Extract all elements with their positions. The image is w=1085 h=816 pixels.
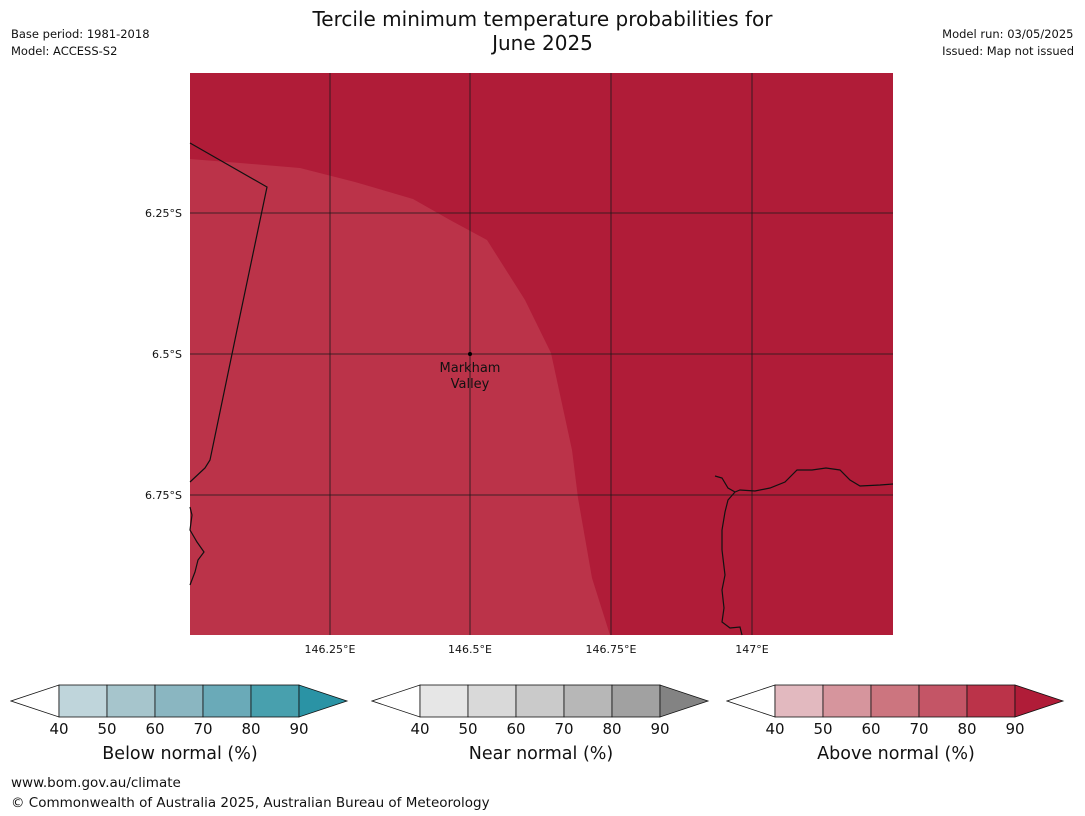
place-label-line-1: Markham — [440, 361, 501, 376]
colorbar-tick-label: 60 — [861, 720, 881, 738]
colorbar-segment — [563, 684, 613, 718]
map-title: Tercile minimum temperature probabilitie… — [0, 7, 1085, 55]
colorbar-tick-label: 70 — [909, 720, 929, 738]
legend-label-below-normal: Below normal (%) — [102, 744, 258, 764]
coastline-west — [189, 506, 205, 586]
colorbar-min-extend — [10, 684, 60, 718]
model-text: Model: ACCESS-S2 — [11, 44, 118, 58]
colorbar-tick-label: 60 — [145, 720, 165, 738]
colorbar-segment — [515, 684, 565, 718]
copyright-text: © Commonwealth of Australia 2025, Austra… — [11, 795, 490, 811]
colorbar-above-normal — [726, 684, 1065, 718]
colorbar-segment — [774, 684, 824, 718]
colorbar-ticks: 40 50 60 70 80 90 — [10, 720, 350, 740]
coastline-east — [714, 467, 894, 636]
colorbar-below-normal — [10, 684, 349, 718]
markham-valley-marker[interactable] — [468, 352, 472, 356]
colorbar-ticks: 40 50 60 70 80 90 — [726, 720, 1066, 740]
legend-below-normal: 40 50 60 70 80 90 Below normal (%) — [10, 684, 350, 774]
lon-label-146-25: 146.25°E — [305, 643, 356, 656]
issued-text: Issued: Map not issued — [942, 44, 1074, 58]
colorbar-tick-label: 40 — [410, 720, 430, 738]
colorbar-max-extend — [1014, 684, 1065, 718]
lon-label-146-75: 146.75°E — [586, 643, 637, 656]
colorbar-tick-label: 80 — [602, 720, 622, 738]
graticule — [190, 73, 893, 635]
lon-label-147: 147°E — [735, 643, 768, 656]
colorbar-segment — [154, 684, 204, 718]
colorbar-segment — [822, 684, 872, 718]
colorbar-max-extend — [659, 684, 710, 718]
base-period-text: Base period: 1981-2018 — [11, 27, 150, 41]
map-fill-70-80 — [190, 159, 610, 635]
colorbar-segment — [611, 684, 661, 718]
colorbar-tick-label: 80 — [957, 720, 977, 738]
colorbar-segment — [419, 684, 469, 718]
lon-label-146-5: 146.5°E — [448, 643, 492, 656]
colorbar-tick-label: 50 — [458, 720, 478, 738]
place-label-line-2: Valley — [451, 377, 490, 392]
province-boundary — [189, 142, 268, 483]
colorbar-segment — [106, 684, 156, 718]
colorbar-tick-label: 70 — [193, 720, 213, 738]
title-line-1: Tercile minimum temperature probabilitie… — [312, 7, 773, 31]
colorbar-near-normal — [371, 684, 710, 718]
colorbar-segment — [58, 684, 108, 718]
colorbar-segment — [202, 684, 252, 718]
meta-right: Model run: 03/05/2025 Issued: Map not is… — [942, 26, 1074, 60]
colorbar-tick-label: 80 — [241, 720, 261, 738]
colorbar-segment — [250, 684, 300, 718]
colorbar-min-extend — [371, 684, 421, 718]
colorbar-segment — [870, 684, 920, 718]
colorbar-segment — [966, 684, 1016, 718]
colorbar-tick-label: 60 — [506, 720, 526, 738]
colorbar-tick-label: 50 — [97, 720, 117, 738]
legend-near-normal: 40 50 60 70 80 90 Near normal (%) — [371, 684, 711, 774]
colorbar-tick-label: 70 — [554, 720, 574, 738]
colorbar-tick-label: 90 — [650, 720, 670, 738]
colorbar-tick-label: 40 — [765, 720, 785, 738]
meta-left: Base period: 1981-2018 Model: ACCESS-S2 — [11, 26, 150, 60]
legend-label-above-normal: Above normal (%) — [817, 744, 975, 764]
colorbar-max-extend — [298, 684, 349, 718]
colorbar-tick-label: 40 — [49, 720, 69, 738]
colorbar-min-extend — [726, 684, 776, 718]
title-line-2: June 2025 — [492, 31, 593, 55]
model-run-text: Model run: 03/05/2025 — [942, 27, 1074, 41]
lat-label-6-75: 6.75°S — [145, 489, 182, 502]
colorbar-tick-label: 50 — [813, 720, 833, 738]
colorbar-segment — [467, 684, 517, 718]
legend-above-normal: 40 50 60 70 80 90 Above normal (%) — [726, 684, 1066, 774]
boundaries — [189, 142, 894, 636]
bom-url-link[interactable]: www.bom.gov.au/climate — [11, 775, 181, 791]
lat-label-6-25: 6.25°S — [145, 207, 182, 220]
colorbar-tick-label: 90 — [289, 720, 309, 738]
colorbar-ticks: 40 50 60 70 80 90 — [371, 720, 711, 740]
colorbar-tick-label: 90 — [1005, 720, 1025, 738]
colorbar-segment — [918, 684, 968, 718]
legend-label-near-normal: Near normal (%) — [468, 744, 614, 764]
lat-label-6-5: 6.5°S — [152, 348, 182, 361]
